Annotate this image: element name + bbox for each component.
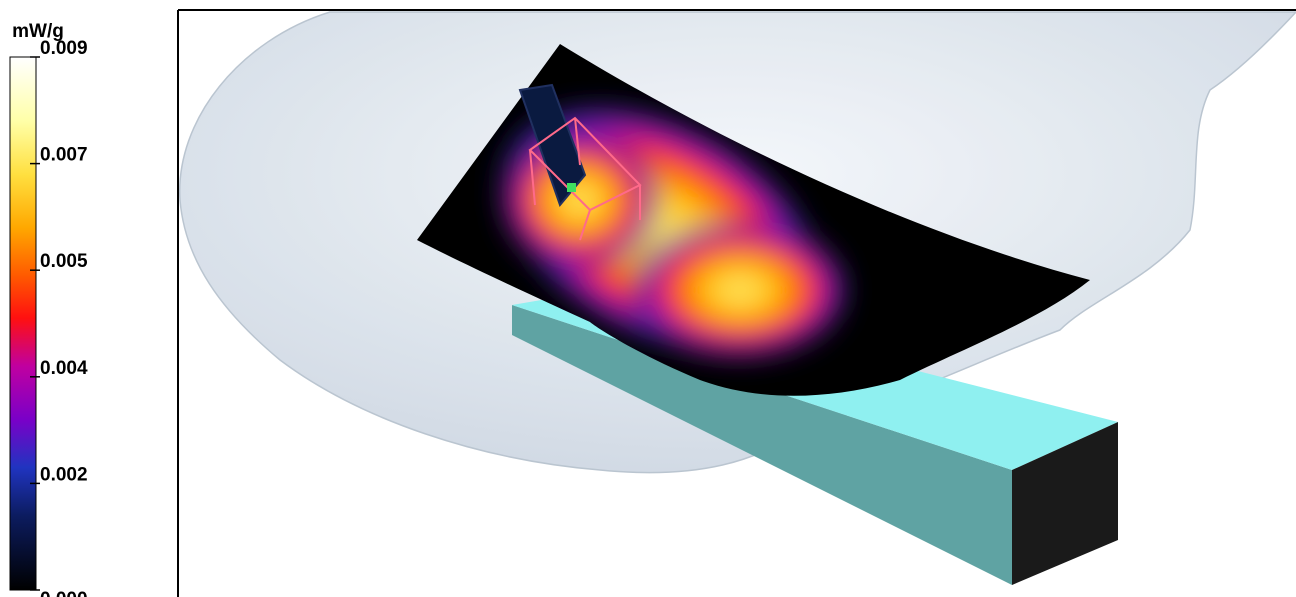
- colorbar-tick-label: 0.002: [40, 464, 88, 485]
- colorbar-tick-label: 0.007: [40, 145, 88, 166]
- colorbar-tick-label: 0.005: [40, 251, 88, 272]
- colorbar-tick-label: 0.009: [40, 38, 88, 59]
- hotspot: [630, 220, 850, 360]
- probe-frame: [528, 116, 642, 241]
- probe-cube: [518, 83, 642, 241]
- colorbar: mW/g 0.009 0.007 0.005 0.004 0.002 0.000: [9, 21, 88, 597]
- colorbar-ticks: 0.009 0.007 0.005 0.004 0.002 0.000: [30, 38, 88, 597]
- colorbar-scale: [9, 56, 37, 591]
- probe-point: [567, 183, 576, 192]
- viewport: [177, 9, 1296, 597]
- box-front: [512, 305, 1012, 585]
- box-end: [1012, 422, 1118, 585]
- colorbar-tick-label: 0.000: [40, 589, 88, 597]
- colorbar-unit: mW/g: [12, 21, 64, 42]
- colorbar-tick-label: 0.004: [40, 358, 88, 379]
